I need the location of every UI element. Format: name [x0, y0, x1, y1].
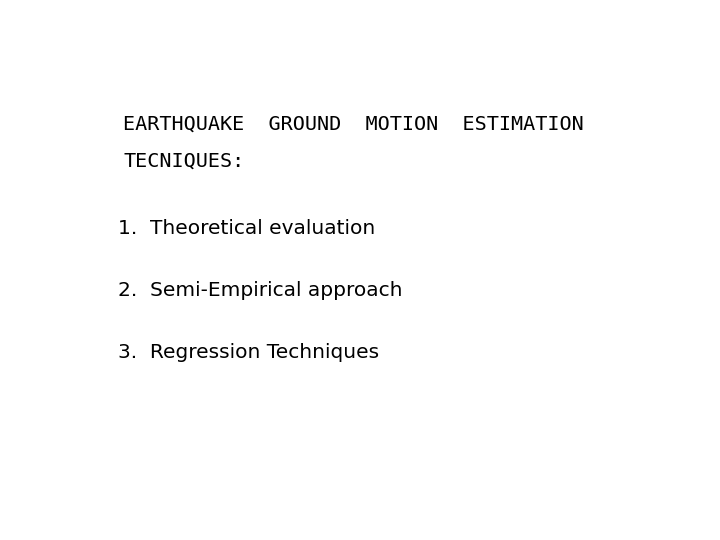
Text: 1.  Theoretical evaluation: 1. Theoretical evaluation	[118, 219, 375, 238]
Text: TECNIQUES:: TECNIQUES:	[124, 152, 245, 171]
Text: EARTHQUAKE  GROUND  MOTION  ESTIMATION: EARTHQUAKE GROUND MOTION ESTIMATION	[124, 114, 584, 134]
Text: 3.  Regression Techniques: 3. Regression Techniques	[118, 343, 379, 362]
Text: 2.  Semi-Empirical approach: 2. Semi-Empirical approach	[118, 281, 402, 300]
